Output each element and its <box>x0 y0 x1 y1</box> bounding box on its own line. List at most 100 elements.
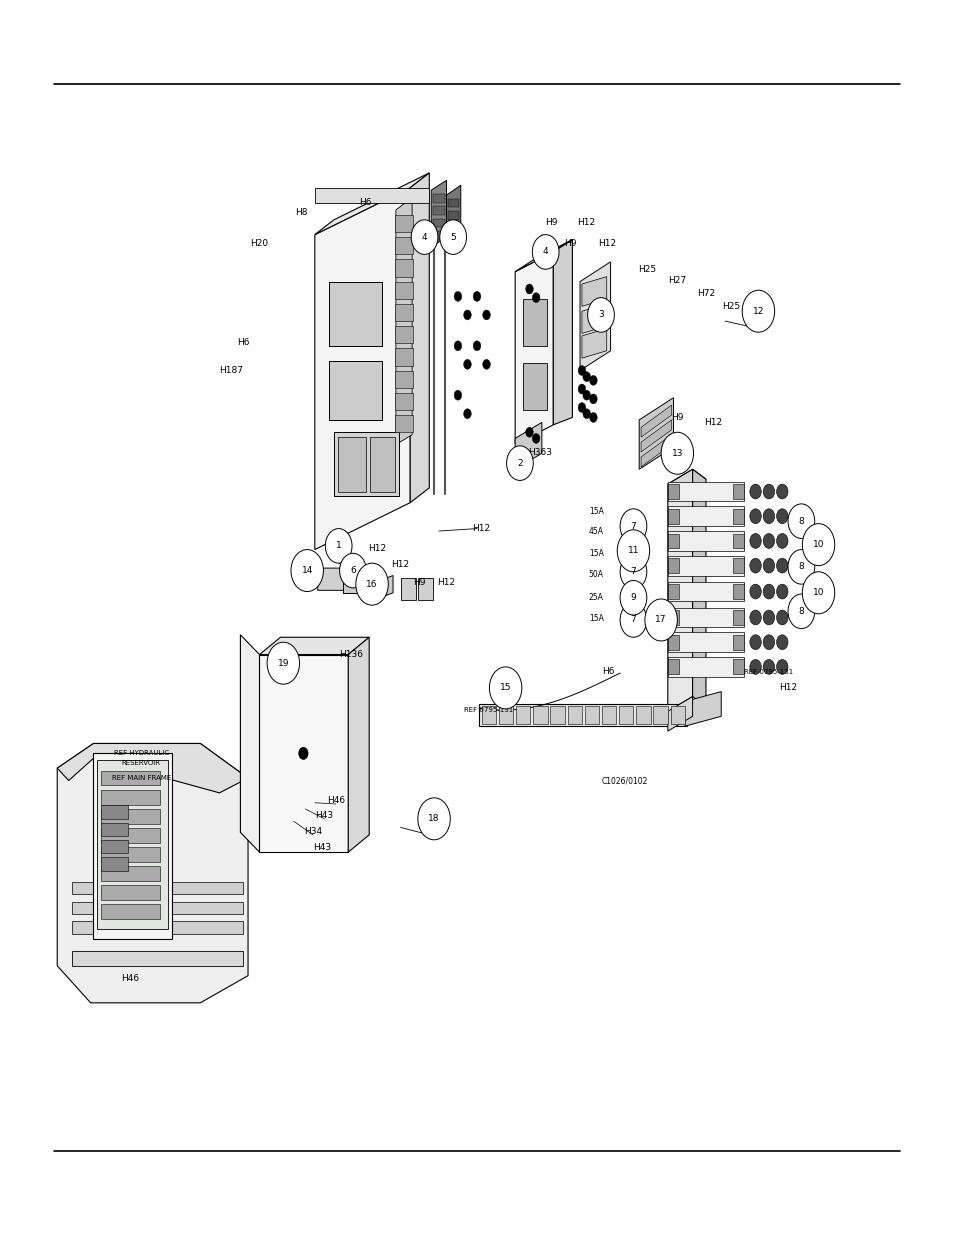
Text: 19: 19 <box>277 658 289 668</box>
Circle shape <box>801 524 834 566</box>
Circle shape <box>787 594 814 629</box>
Circle shape <box>762 509 774 524</box>
Bar <box>101 805 128 819</box>
Circle shape <box>582 372 590 382</box>
Bar <box>498 706 513 724</box>
Bar <box>101 771 160 785</box>
Text: H363: H363 <box>527 447 552 457</box>
Polygon shape <box>553 240 572 425</box>
Circle shape <box>762 635 774 650</box>
Circle shape <box>532 293 539 303</box>
Bar <box>417 578 433 600</box>
Polygon shape <box>97 760 168 929</box>
Text: REF HYDRAULIC: REF HYDRAULIC <box>113 751 169 756</box>
Text: 2: 2 <box>517 458 522 468</box>
Bar <box>395 304 413 321</box>
Circle shape <box>355 563 388 605</box>
Text: 18: 18 <box>428 814 439 824</box>
Circle shape <box>787 504 814 538</box>
Text: 16: 16 <box>366 579 377 589</box>
Bar <box>329 361 381 420</box>
Polygon shape <box>692 469 705 706</box>
Circle shape <box>325 529 352 563</box>
Circle shape <box>587 298 614 332</box>
Polygon shape <box>71 882 243 894</box>
Bar <box>522 363 546 410</box>
Polygon shape <box>684 692 720 726</box>
Text: 13: 13 <box>671 448 682 458</box>
Circle shape <box>473 341 480 351</box>
Circle shape <box>589 375 597 385</box>
Polygon shape <box>667 469 705 494</box>
Circle shape <box>489 667 521 709</box>
Text: H12: H12 <box>368 543 385 553</box>
Polygon shape <box>667 657 743 677</box>
Text: 15: 15 <box>499 683 511 693</box>
Circle shape <box>589 394 597 404</box>
Circle shape <box>776 534 787 548</box>
Text: H9: H9 <box>544 217 558 227</box>
Circle shape <box>411 220 437 254</box>
Text: 4: 4 <box>542 247 548 257</box>
Bar <box>601 706 616 724</box>
Text: H34: H34 <box>304 826 321 836</box>
Text: H9: H9 <box>563 238 577 248</box>
Polygon shape <box>640 405 671 437</box>
Polygon shape <box>667 556 743 576</box>
Circle shape <box>267 642 299 684</box>
Circle shape <box>749 558 760 573</box>
Text: H25: H25 <box>638 264 655 274</box>
Circle shape <box>776 509 787 524</box>
Circle shape <box>749 584 760 599</box>
Bar <box>667 635 679 650</box>
Bar <box>395 259 413 277</box>
Circle shape <box>532 433 539 443</box>
Bar <box>101 904 160 919</box>
Bar <box>481 706 496 724</box>
Text: H25: H25 <box>721 301 739 311</box>
Text: 45A: 45A <box>588 526 603 536</box>
Bar <box>334 432 398 496</box>
Polygon shape <box>93 753 172 939</box>
Circle shape <box>749 610 760 625</box>
Circle shape <box>801 572 834 614</box>
Circle shape <box>578 403 585 412</box>
Text: 1: 1 <box>335 541 341 551</box>
Polygon shape <box>314 173 429 235</box>
Polygon shape <box>640 435 671 467</box>
Bar <box>395 370 413 388</box>
Text: 15A: 15A <box>588 614 603 624</box>
Bar <box>667 584 679 599</box>
Polygon shape <box>317 568 345 590</box>
Bar <box>400 578 416 600</box>
Text: 6: 6 <box>350 566 355 576</box>
Bar <box>101 789 160 804</box>
Bar <box>636 706 650 724</box>
Bar <box>101 866 160 881</box>
Circle shape <box>417 798 450 840</box>
Bar <box>732 584 743 599</box>
Text: 5: 5 <box>450 232 456 242</box>
Polygon shape <box>71 902 243 914</box>
Circle shape <box>749 509 760 524</box>
Polygon shape <box>348 637 369 852</box>
Bar <box>533 706 547 724</box>
Bar <box>667 659 679 674</box>
Bar <box>433 206 444 215</box>
Bar <box>448 199 458 207</box>
Bar <box>567 706 581 724</box>
Polygon shape <box>667 469 692 711</box>
Bar <box>395 415 413 432</box>
Circle shape <box>619 509 646 543</box>
Text: H27: H27 <box>668 275 685 285</box>
Text: H6: H6 <box>601 667 615 677</box>
Circle shape <box>776 558 787 573</box>
Circle shape <box>741 290 774 332</box>
Polygon shape <box>581 304 606 333</box>
Circle shape <box>482 359 490 369</box>
Bar <box>732 534 743 548</box>
Circle shape <box>439 220 466 254</box>
Bar <box>101 840 128 853</box>
Text: 8: 8 <box>798 516 803 526</box>
Bar <box>448 224 458 232</box>
